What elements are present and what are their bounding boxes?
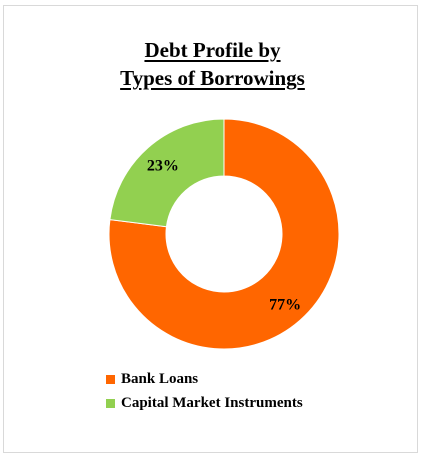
donut-slice-capital-market-instruments: [109, 118, 225, 228]
donut-slice-bank-loans: [108, 118, 340, 350]
legend-label-capital-market-instruments: Capital Market Instruments: [121, 394, 303, 411]
legend: Bank Loans Capital Market Instruments: [106, 367, 303, 415]
data-label-bank-loans: 77%: [269, 296, 301, 313]
legend-swatch-capital-market-instruments: [106, 398, 115, 408]
legend-swatch-bank-loans: [106, 374, 115, 384]
legend-item-capital-market-instruments: Capital Market Instruments: [106, 391, 303, 415]
data-label-capital-market-instruments: 23%: [147, 158, 179, 175]
chart-title-line-1: Debt Profile by: [144, 38, 281, 62]
chart-frame: [3, 5, 418, 453]
legend-item-bank-loans: Bank Loans: [106, 367, 303, 391]
chart-title-line-2: Types of Borrowings: [120, 66, 305, 90]
legend-label-bank-loans: Bank Loans: [121, 370, 199, 387]
chart-title: Debt Profile by Types of Borrowings: [0, 36, 425, 92]
